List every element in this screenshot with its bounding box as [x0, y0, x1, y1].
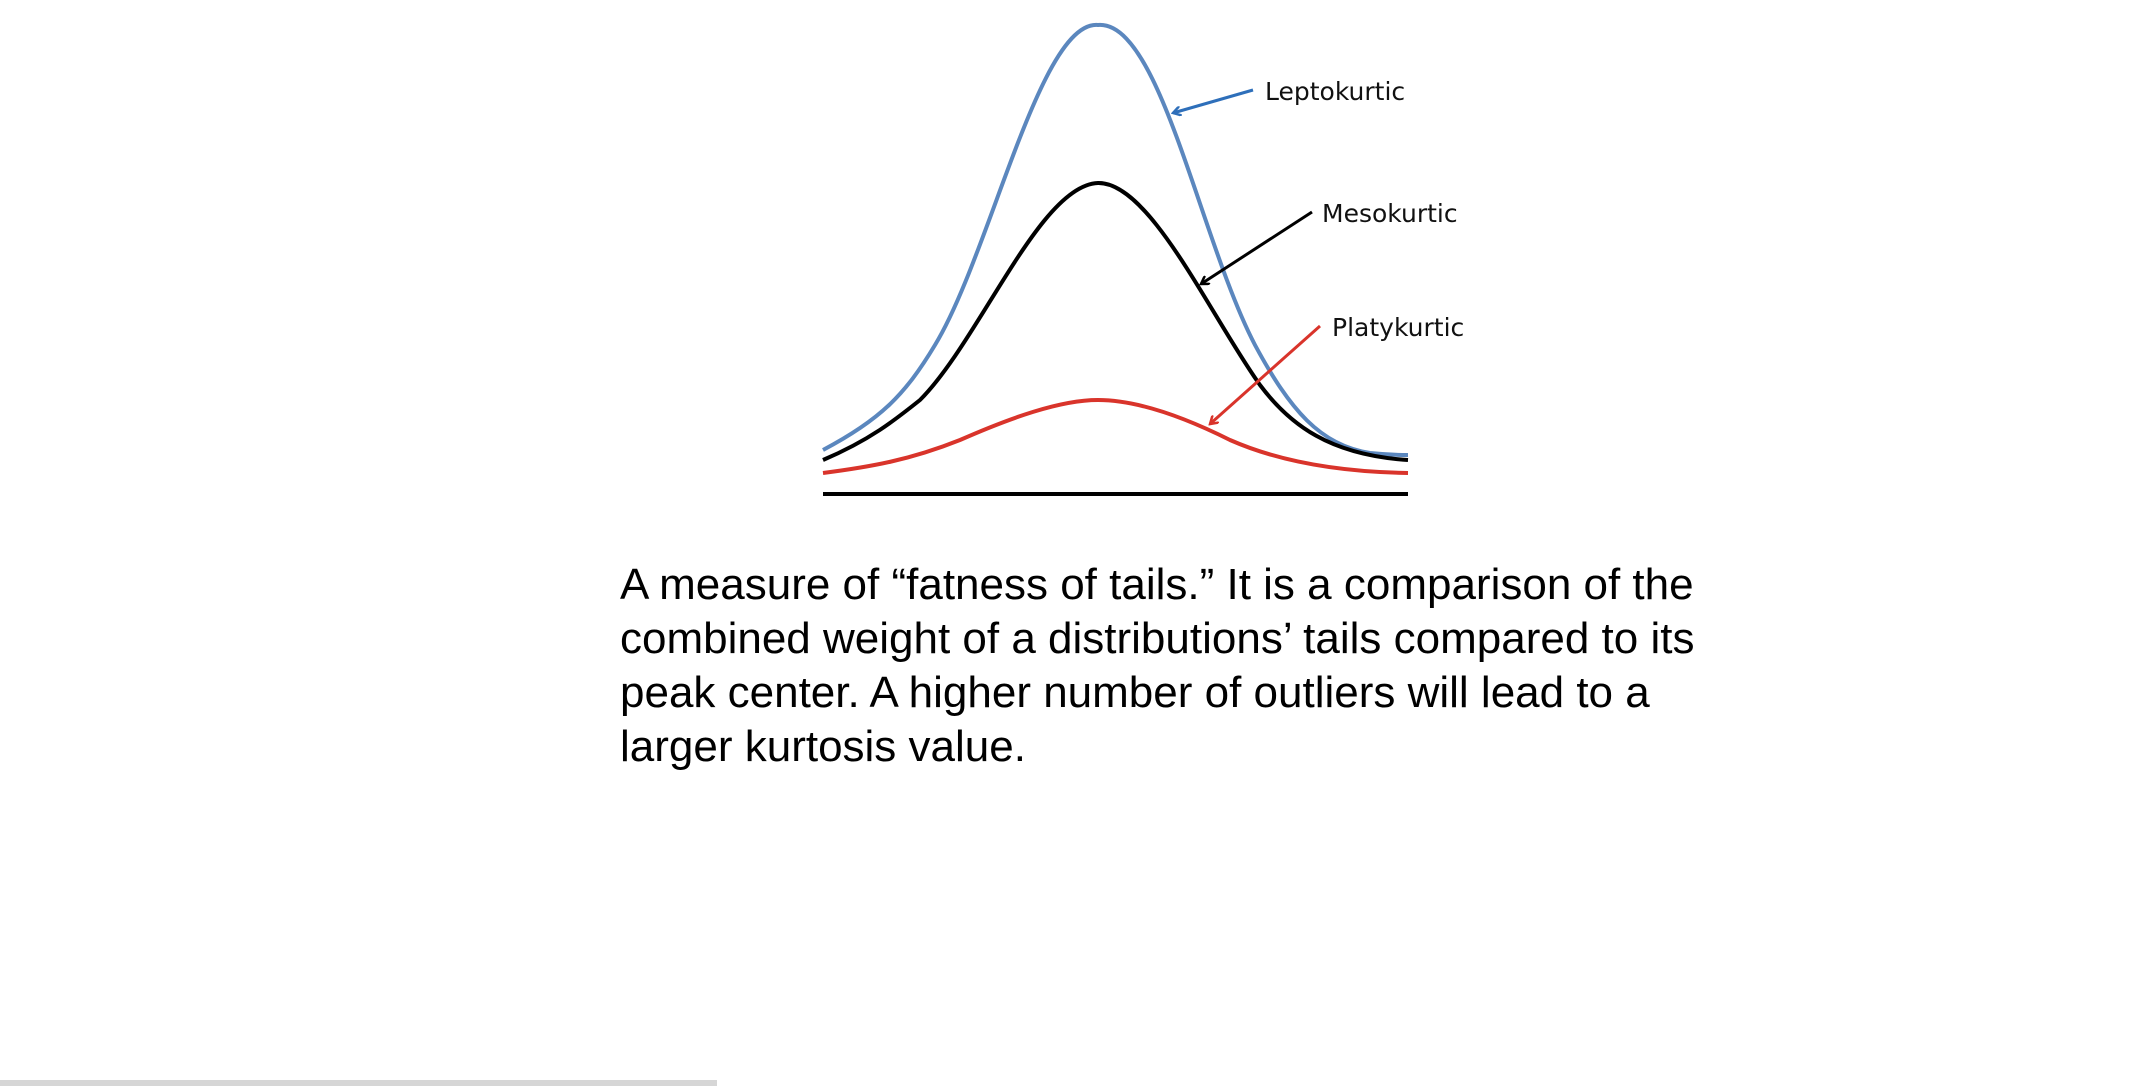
leptokurtic-arrow — [1173, 88, 1254, 113]
description-line: A measure of “fatness of tails.” It is a… — [620, 560, 1694, 609]
bottom-scroll-bar — [0, 1080, 717, 1086]
kurtosis-diagram: Leptokurtic Mesokurtic Platykurtic — [822, 22, 1464, 496]
kurtosis-description: A measure of “fatness of tails.” It is a… — [620, 558, 1770, 774]
description-line: larger kurtosis value. — [620, 722, 1026, 771]
leptokurtic-curve — [822, 22, 1409, 457]
description-line: peak center. A higher number of outliers… — [620, 668, 1650, 717]
platykurtic-label: Platykurtic — [1332, 313, 1464, 342]
mesokurtic-label: Mesokurtic — [1322, 199, 1458, 228]
description-line: combined weight of a distributions’ tail… — [620, 614, 1695, 663]
platykurtic-curve — [822, 397, 1409, 475]
mesokurtic-curve — [822, 180, 1409, 462]
leptokurtic-label: Leptokurtic — [1265, 77, 1405, 106]
platykurtic-arrow — [1210, 324, 1321, 424]
mesokurtic-arrow — [1201, 210, 1313, 284]
